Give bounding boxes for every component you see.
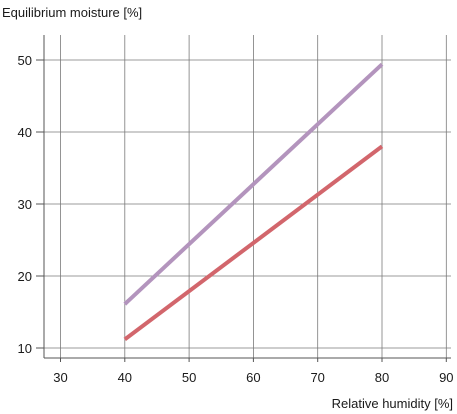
y-tick-label-20: 20 bbox=[18, 269, 32, 284]
x-tick-label-50: 50 bbox=[182, 370, 196, 385]
y-tick-label-40: 40 bbox=[18, 125, 32, 140]
y-tick-label-10: 10 bbox=[18, 341, 32, 356]
y-tick-label-30: 30 bbox=[18, 197, 32, 212]
y-tick-label-50: 50 bbox=[18, 53, 32, 68]
x-tick-label-80: 80 bbox=[375, 370, 389, 385]
x-tick-label-60: 60 bbox=[246, 370, 260, 385]
x-tick-label-30: 30 bbox=[53, 370, 67, 385]
series-line-2 bbox=[123, 144, 384, 341]
axes: 30 40 50 60 70 80 90 10 20 30 40 50 bbox=[18, 35, 454, 385]
x-tick-label-90: 90 bbox=[439, 370, 453, 385]
series-lines bbox=[123, 62, 384, 341]
x-axis-label: Relative humidity [%] bbox=[332, 396, 453, 411]
y-axis-label: Equilibrium moisture [%] bbox=[2, 5, 142, 20]
x-tick-label-40: 40 bbox=[118, 370, 132, 385]
grid bbox=[44, 35, 451, 358]
series-line-1 bbox=[123, 62, 384, 306]
x-tick-label-70: 70 bbox=[310, 370, 324, 385]
